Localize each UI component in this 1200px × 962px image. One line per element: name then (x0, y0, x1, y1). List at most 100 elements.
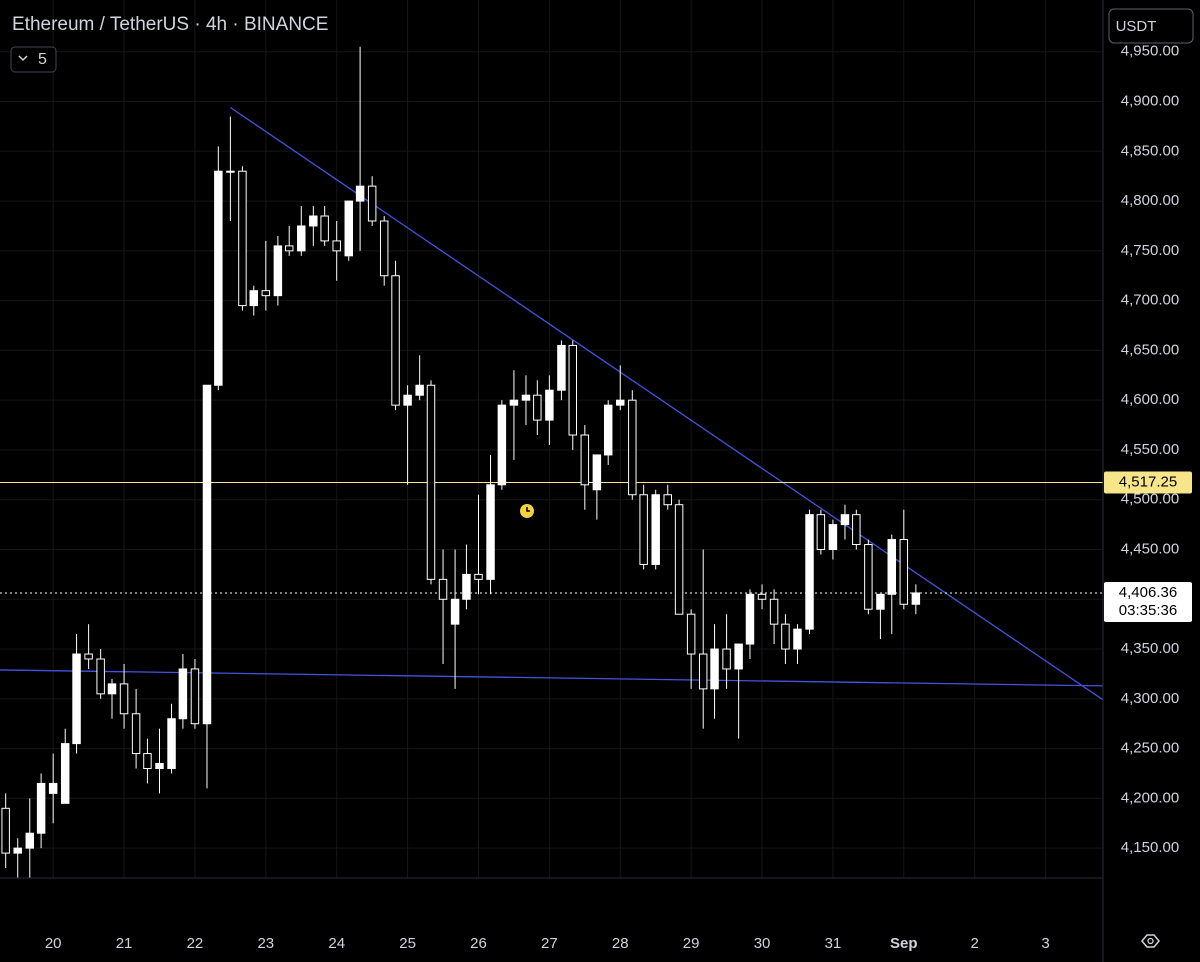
countdown-label: 03:35:36 (1119, 602, 1177, 619)
candle-body (344, 200, 353, 257)
y-tick-label: 4,750.00 (1121, 242, 1179, 259)
candle-body (674, 504, 684, 615)
candle-body (557, 344, 566, 391)
candle-body (840, 514, 850, 526)
x-tick-label: 20 (45, 935, 62, 952)
candle-body (816, 514, 826, 550)
candle-body (603, 404, 613, 456)
candle-body (710, 648, 719, 690)
candle-body (580, 434, 590, 486)
candle-body (355, 185, 365, 202)
y-tick-label: 4,250.00 (1121, 740, 1179, 757)
candle-body (887, 539, 896, 595)
candle-body (462, 573, 471, 600)
candle-body (616, 399, 625, 406)
candle-body (852, 514, 861, 546)
y-tick-label: 4,450.00 (1121, 540, 1179, 557)
candle-body (828, 524, 838, 550)
candle-body (805, 514, 814, 630)
y-tick-label: 4,700.00 (1121, 292, 1179, 309)
price-label: 4,406.36 (1119, 584, 1177, 601)
candle-body (415, 384, 424, 396)
y-tick-label: 4,650.00 (1121, 341, 1179, 358)
y-tick-label: 4,350.00 (1121, 640, 1179, 657)
axis-labels: 4,150.00 4,200.00 4,250.00 4,300.00 4,350.00… (45, 43, 1192, 952)
candle-body (96, 658, 105, 695)
candle-body (143, 753, 152, 769)
chevron-icon (18, 55, 28, 62)
y-tick-label: 4,300.00 (1121, 690, 1179, 707)
candle-body (899, 539, 909, 605)
x-tick-label: 30 (754, 935, 771, 952)
candle-body (226, 170, 235, 173)
candle-body (178, 668, 188, 720)
candle-body (592, 454, 602, 491)
y-tick-label: 4,500.00 (1121, 491, 1179, 508)
y-tick-label: 4,850.00 (1121, 142, 1179, 159)
candle-body (167, 718, 176, 769)
x-tick-label: 23 (257, 935, 274, 952)
y-tick-label: 4,950.00 (1121, 43, 1179, 60)
currency-button[interactable] (1108, 8, 1194, 44)
x-tick-label: 26 (470, 935, 487, 952)
price-label-box (1104, 581, 1192, 622)
candle-body (309, 215, 318, 227)
candle-body (320, 215, 329, 242)
candle-body (36, 782, 46, 834)
candle-body (438, 578, 448, 600)
candle-body (686, 613, 696, 655)
x-tick-label: 29 (683, 935, 700, 952)
y-tick-label: 4,800.00 (1121, 192, 1179, 209)
candle-body (297, 225, 306, 252)
x-tick-label: 24 (328, 935, 345, 952)
settings-icon[interactable] (1141, 934, 1160, 948)
candle-body (911, 592, 921, 605)
x-tick-label: Sep (890, 935, 918, 952)
candle-body (249, 290, 259, 307)
x-tick-label: 31 (825, 935, 842, 952)
candle-body (155, 763, 164, 769)
candle-body (793, 628, 802, 650)
indicator-count: 5 (38, 51, 47, 68)
candle-body (781, 623, 790, 650)
candle-body (497, 404, 507, 486)
candle-body (639, 494, 648, 565)
candle-body (1, 807, 10, 854)
candle-body (745, 593, 755, 645)
candle-body (769, 598, 779, 625)
candle-body (202, 384, 212, 725)
candle-body (533, 394, 542, 421)
candle-body (628, 399, 637, 496)
candle-body (426, 384, 436, 580)
x-tick-label: 21 (116, 935, 133, 952)
candle-body (864, 544, 873, 610)
settings-icon-center (1147, 937, 1154, 945)
x-tick-label: 22 (187, 935, 204, 952)
alarm-hands (526, 507, 530, 512)
chart-title: Ethereum / TetherUS · 4h · BINANCE (12, 14, 328, 35)
indicator-toggle[interactable] (10, 46, 57, 73)
x-tick-label: 25 (399, 935, 416, 952)
candle-body (379, 220, 389, 277)
y-tick-label: 4,550.00 (1121, 441, 1179, 458)
candle-body (698, 653, 708, 690)
y-tick-label: 4,900.00 (1121, 93, 1179, 110)
candle-body (403, 394, 412, 406)
x-tick-label: 2 (971, 935, 979, 952)
candle-body (72, 653, 81, 745)
candle-body (521, 394, 531, 401)
candle-body (876, 593, 885, 610)
currency-label: USDT (1116, 18, 1157, 35)
candle-body (284, 245, 294, 252)
candle-body (486, 484, 495, 580)
y-tick-label: 4,150.00 (1121, 839, 1179, 856)
candle-body (13, 847, 22, 854)
price-label: 4,517.25 (1119, 474, 1177, 491)
candle-body (332, 240, 341, 252)
candle-body (60, 743, 70, 804)
candle-body (190, 668, 200, 725)
price-label-box (1104, 471, 1192, 494)
candle-body (391, 275, 400, 406)
candle-body (107, 683, 117, 695)
